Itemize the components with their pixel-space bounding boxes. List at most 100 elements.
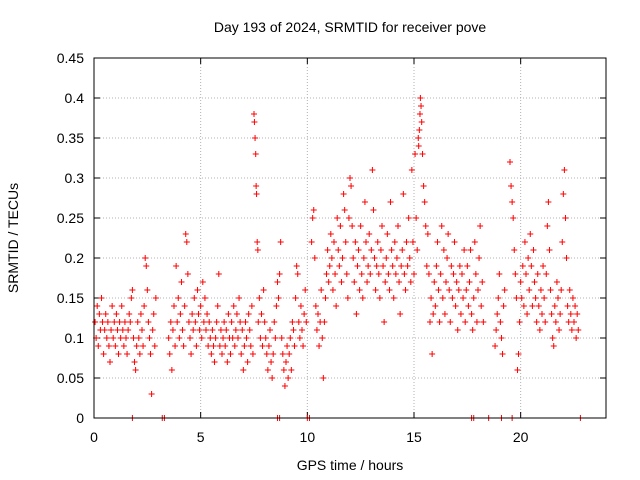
data-point	[332, 271, 339, 277]
data-point	[535, 303, 542, 309]
data-point	[197, 303, 204, 309]
data-point	[280, 367, 287, 373]
data-point	[369, 167, 376, 173]
data-point	[532, 295, 539, 301]
data-point	[423, 263, 430, 269]
data-point	[550, 343, 557, 349]
data-point	[427, 319, 433, 325]
data-point	[565, 319, 572, 325]
data-point	[207, 335, 214, 341]
data-point	[339, 255, 346, 261]
data-point	[469, 327, 476, 333]
data-point	[477, 223, 484, 229]
data-point	[114, 327, 121, 333]
data-point	[112, 343, 119, 349]
data-point	[383, 255, 390, 261]
data-point	[388, 247, 395, 253]
data-point	[188, 351, 195, 357]
data-point	[380, 263, 387, 269]
data-point	[519, 263, 526, 269]
data-point	[556, 327, 563, 333]
data-point	[418, 119, 425, 125]
y-tick-label: 0	[76, 410, 84, 426]
data-point	[419, 151, 426, 157]
data-point	[194, 287, 201, 293]
data-point	[246, 327, 253, 333]
data-point	[525, 255, 532, 261]
data-point	[386, 287, 393, 293]
data-point	[354, 263, 361, 269]
data-point	[450, 271, 457, 277]
data-point	[371, 255, 378, 261]
data-point	[185, 319, 192, 325]
data-point	[370, 207, 377, 213]
data-point	[324, 247, 331, 253]
data-point	[454, 327, 461, 333]
data-point	[308, 239, 315, 245]
data-point	[463, 287, 470, 293]
data-point	[241, 343, 248, 349]
data-point	[536, 327, 543, 333]
data-point	[294, 271, 301, 277]
data-point	[355, 247, 362, 253]
data-point	[433, 263, 440, 269]
data-point	[331, 239, 337, 245]
data-point	[395, 223, 401, 229]
data-point	[467, 247, 474, 253]
data-point	[528, 263, 535, 269]
data-point	[574, 311, 581, 317]
data-point	[190, 327, 197, 333]
data-point	[319, 335, 326, 341]
data-point	[260, 287, 267, 293]
data-point	[205, 343, 212, 349]
data-point	[251, 119, 258, 125]
data-point	[240, 367, 247, 373]
x-axis-label: GPS time / hours	[297, 457, 404, 473]
data-point	[303, 319, 310, 325]
data-point	[271, 319, 278, 325]
data-point	[321, 319, 328, 325]
data-point	[167, 319, 174, 325]
data-point	[471, 239, 478, 245]
y-axis-label: SRMTID / TECUs	[5, 183, 21, 293]
data-point	[569, 295, 576, 301]
data-point	[344, 295, 351, 301]
data-point	[407, 279, 414, 285]
data-point	[518, 295, 525, 301]
data-point	[178, 279, 185, 285]
data-point	[509, 199, 516, 205]
data-point	[247, 343, 254, 349]
data-point	[460, 295, 467, 301]
data-point	[531, 279, 538, 285]
data-point	[408, 167, 415, 173]
data-point	[287, 335, 294, 341]
data-point	[374, 239, 381, 245]
data-point	[291, 343, 298, 349]
data-point	[447, 319, 454, 325]
data-point	[141, 303, 148, 309]
data-point	[311, 255, 318, 261]
data-point	[544, 223, 551, 229]
data-point	[391, 239, 398, 245]
data-point	[365, 263, 372, 269]
data-point	[333, 303, 340, 309]
data-point	[479, 279, 486, 285]
data-point	[495, 295, 502, 301]
x-tick-label: 10	[300, 429, 316, 445]
data-point	[152, 295, 159, 301]
data-point	[453, 279, 460, 285]
data-point	[191, 295, 198, 301]
data-point	[357, 223, 364, 229]
data-point	[413, 215, 420, 221]
data-point	[457, 311, 464, 317]
data-point	[557, 311, 564, 317]
data-point	[541, 295, 548, 301]
data-point	[278, 335, 285, 341]
data-point	[564, 303, 571, 309]
data-point	[175, 295, 182, 301]
data-point	[350, 255, 357, 261]
data-point	[546, 247, 553, 253]
data-point	[168, 367, 175, 373]
data-point	[464, 263, 471, 269]
data-point	[124, 351, 131, 357]
